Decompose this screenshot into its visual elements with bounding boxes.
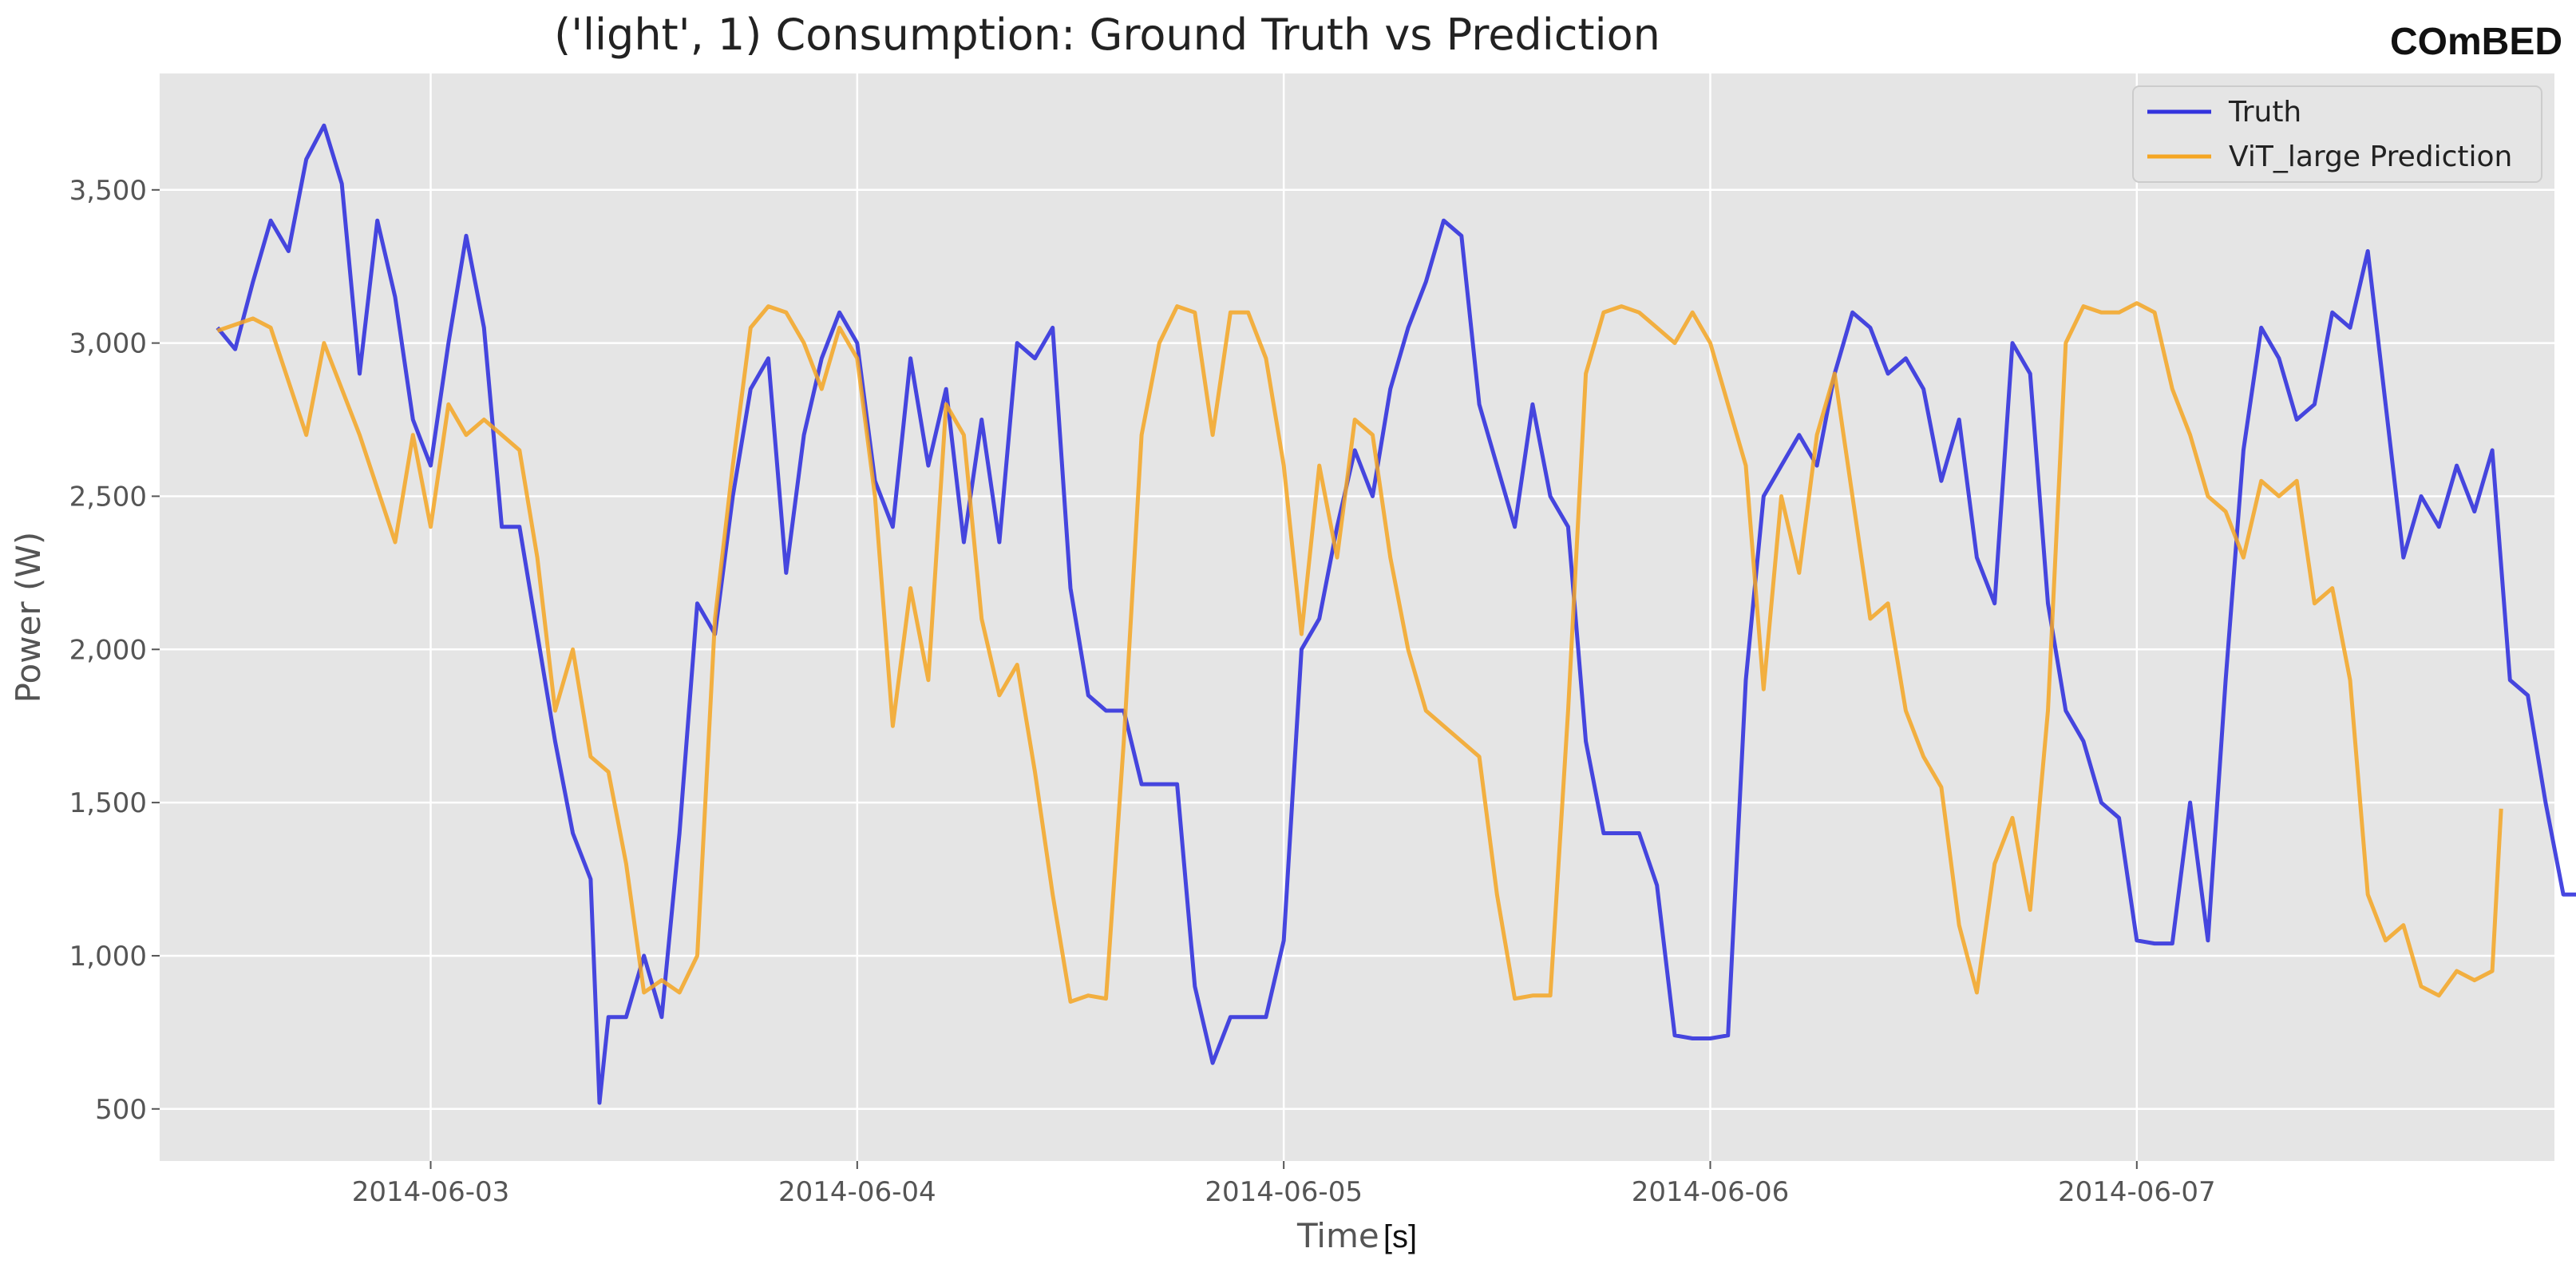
- legend-label-truth: Truth: [2228, 96, 2301, 129]
- x-tick-label: 2014-06-06: [1632, 1176, 1790, 1208]
- series-lines: [216, 123, 2576, 1105]
- y-axis-label: Power (W): [9, 532, 48, 703]
- y-tick-label: 1,000: [69, 941, 147, 973]
- x-tick-label: 2014-06-03: [352, 1176, 510, 1208]
- x-tick-label: 2014-06-07: [2058, 1176, 2216, 1208]
- y-tick-label: 1,500: [69, 787, 147, 819]
- grid-lines: [160, 73, 2554, 1161]
- legend-label-prediction: ViT_large Prediction: [2229, 141, 2512, 173]
- legend: Truth ViT_large Prediction: [2132, 85, 2542, 183]
- legend-box: [2132, 85, 2542, 183]
- chart-title: ('light', 1) Consumption: Ground Truth v…: [554, 10, 1660, 60]
- x-axis-label: Time [s]: [1296, 1216, 1417, 1255]
- y-tick-label: 500: [95, 1094, 147, 1126]
- x-axis-ticks: 2014-06-03 2014-06-04 2014-06-05 2014-06-06…: [352, 1161, 2216, 1208]
- x-tick-label: 2014-06-05: [1205, 1176, 1363, 1208]
- x-axis-unit: [s]: [1383, 1219, 1417, 1254]
- y-tick-label: 2,000: [69, 634, 147, 666]
- y-axis-ticks: 500 1,000 1,500 2,000 2,500 3,000 3,500: [69, 175, 160, 1126]
- x-axis-label-text: Time: [1296, 1216, 1379, 1255]
- x-tick-label: 2014-06-04: [778, 1176, 936, 1208]
- series-line-prediction: [216, 301, 2503, 1004]
- brand-logo: COmBED: [2390, 21, 2562, 63]
- plot-area: [160, 73, 2554, 1161]
- series-line-truth: [216, 123, 2576, 1105]
- y-tick-label: 3,000: [69, 328, 147, 360]
- y-tick-label: 3,500: [69, 175, 147, 207]
- y-tick-label: 2,500: [69, 481, 147, 513]
